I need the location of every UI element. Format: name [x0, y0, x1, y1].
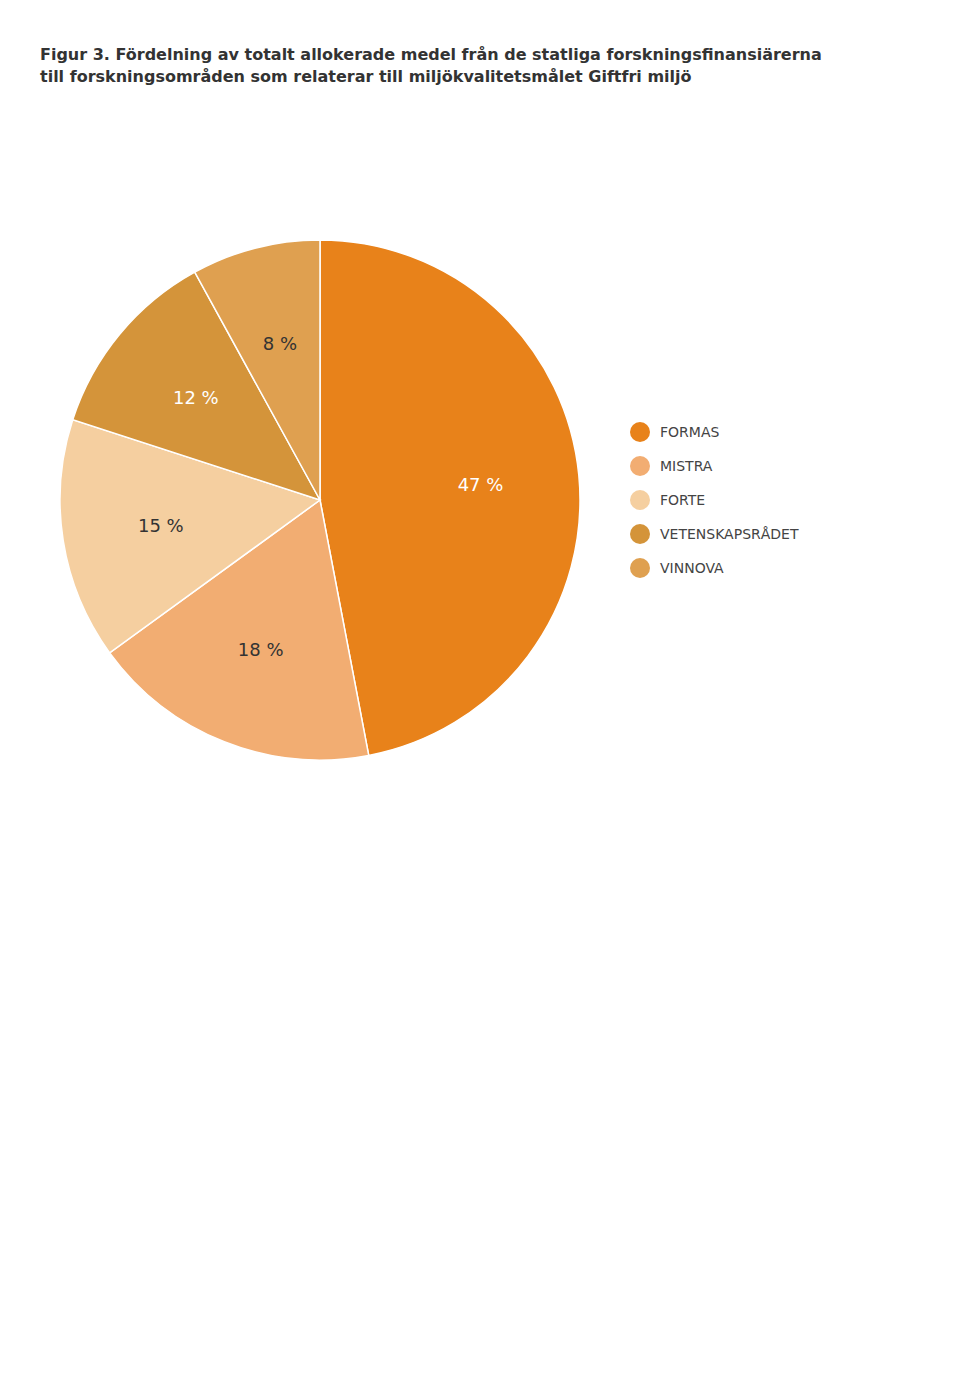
- legend-item: MISTRA: [630, 456, 713, 476]
- legend-item: VINNOVA: [630, 558, 724, 578]
- legend-swatch: [630, 558, 650, 578]
- data-label: 18 %: [238, 639, 284, 660]
- legend-label: VETENSKAPSRÅDET: [660, 526, 799, 542]
- legend-swatch: [630, 456, 650, 476]
- chart-title-line: till forskningsområden som relaterar til…: [40, 67, 692, 86]
- legend-swatch: [630, 422, 650, 442]
- data-label: 47 %: [458, 474, 504, 495]
- legend-item: VETENSKAPSRÅDET: [630, 524, 799, 544]
- legend-swatch: [630, 490, 650, 510]
- legend-item: FORMAS: [630, 422, 719, 442]
- data-label: 12 %: [173, 387, 219, 408]
- chart-title: Figur 3. Fördelning av totalt allokerade…: [40, 45, 822, 86]
- chart-title-line: Figur 3. Fördelning av totalt allokerade…: [40, 45, 822, 64]
- pie-slice: [195, 240, 320, 500]
- pie: 47 % 18 % 15 % 12 % 8 %: [60, 240, 580, 760]
- legend: FORMAS MISTRA FORTE VETENSKAPSRÅDET VINNOVA: [630, 422, 799, 578]
- chart-root: Figur 3. Fördelning av totalt allokerade…: [0, 0, 960, 1378]
- legend-label: VINNOVA: [660, 560, 724, 576]
- legend-swatch: [630, 524, 650, 544]
- legend-item: FORTE: [630, 490, 705, 510]
- legend-label: FORTE: [660, 492, 705, 508]
- legend-label: FORMAS: [660, 424, 719, 440]
- data-label: 15 %: [138, 515, 184, 536]
- data-label: 8 %: [263, 333, 297, 354]
- legend-label: MISTRA: [660, 458, 713, 474]
- pie-slice: [320, 240, 580, 755]
